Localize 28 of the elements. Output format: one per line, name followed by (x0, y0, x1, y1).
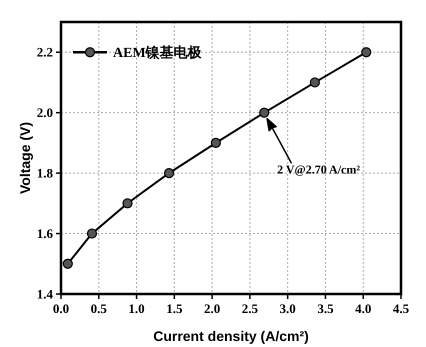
x-tick-label: 0.5 (90, 301, 108, 316)
x-tick-label: 4.0 (355, 301, 372, 316)
x-tick-label: 2.0 (204, 301, 220, 316)
point (259, 108, 270, 118)
point (86, 228, 98, 239)
x-tick-label: 1.0 (128, 301, 145, 316)
x-tick-label: 0.0 (52, 301, 70, 316)
y-tick-label: 2.0 (36, 105, 53, 120)
x-axis-title: Current density (A/cm²) (153, 328, 309, 344)
y-tick-label: 1.4 (36, 286, 54, 302)
x-tick-label: 2.5 (242, 301, 259, 316)
legend-label: AEM镍基电极 (113, 45, 203, 62)
point (164, 168, 174, 178)
y-axis-title: Voltage (V) (17, 122, 33, 194)
y-tick-label: 1.6 (36, 226, 54, 242)
point (122, 198, 133, 208)
point (310, 77, 320, 88)
point (210, 138, 221, 148)
y-tick-label: 1.8 (36, 166, 54, 181)
point (62, 258, 73, 269)
x-tick-label: 4.5 (392, 301, 410, 316)
x-tick-label: 1.5 (166, 301, 183, 316)
annotation: 2 V@2.70 A/cm² (277, 162, 360, 177)
x-tick-label: 3.0 (280, 301, 296, 316)
y-tick-label: 2.2 (36, 44, 53, 60)
point (361, 47, 372, 58)
x-tick-label: 3.5 (317, 301, 334, 316)
legend: AEM镍基电极 (73, 46, 202, 62)
